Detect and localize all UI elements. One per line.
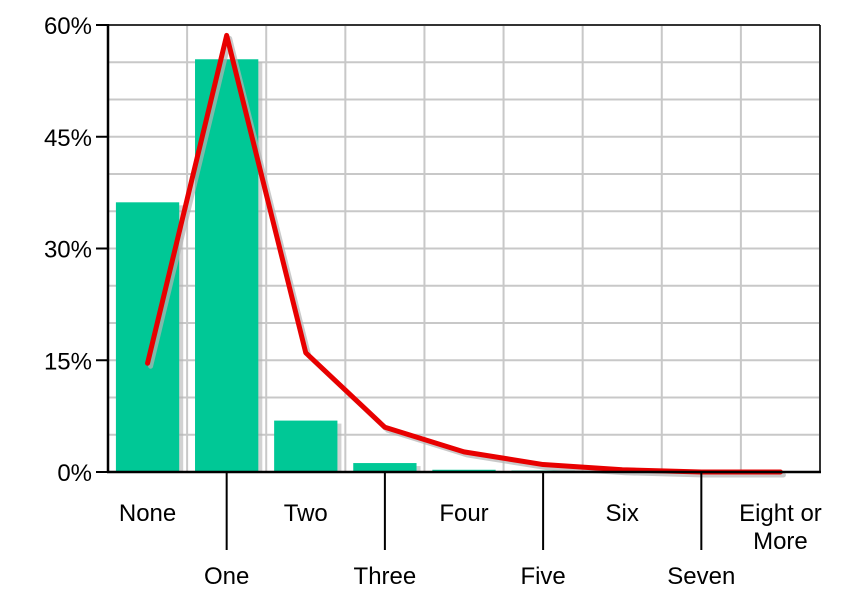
y-tick-label: 60%	[44, 13, 92, 40]
x-tick-label: None	[119, 500, 176, 527]
y-tick-label: 0%	[57, 460, 92, 487]
bars	[115, 59, 654, 473]
x-label-text: Five	[520, 563, 565, 589]
x-label-text: Seven	[667, 563, 735, 589]
x-label-text: None	[119, 500, 176, 527]
y-tick-label: 45%	[44, 125, 92, 152]
x-tick-label: Three	[354, 472, 417, 589]
y-tick-label: 30%	[44, 237, 92, 264]
x-tick-label: Six	[606, 500, 639, 527]
bar	[115, 202, 180, 472]
x-tick-label: Five	[520, 472, 566, 589]
x-label-text: Eight or	[739, 500, 822, 527]
x-tick-label: One	[204, 472, 249, 589]
x-tick-label: Two	[284, 500, 328, 527]
x-tick-label: Four	[439, 500, 488, 527]
y-tick-label: 15%	[44, 348, 92, 375]
x-tick-label: Seven	[667, 472, 735, 589]
x-label-text: Six	[606, 500, 639, 527]
bar	[353, 463, 417, 472]
x-label-text: One	[204, 563, 249, 589]
bar	[274, 420, 338, 472]
x-label-text: Three	[354, 563, 417, 589]
x-label-text: Two	[284, 500, 328, 527]
x-label-text: More	[753, 528, 808, 555]
y-tick-labels: 0% 15% 30% 45% 60%	[44, 13, 92, 487]
x-label-text: Four	[439, 500, 488, 527]
